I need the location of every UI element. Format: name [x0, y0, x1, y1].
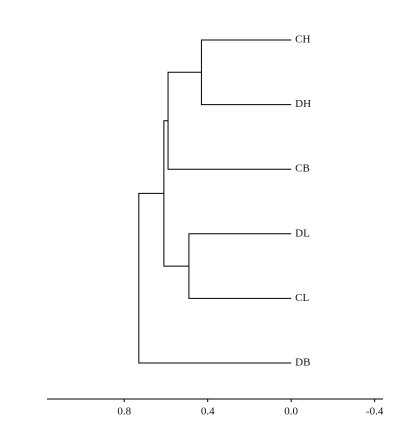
leaf-label: CB — [295, 163, 310, 175]
dendrogram-link — [188, 233, 292, 299]
leaf-label: CH — [295, 34, 310, 46]
leaf-label: CL — [295, 292, 309, 304]
x-tick-label: 0.0 — [284, 406, 298, 418]
x-tick-label: 0.8 — [117, 406, 131, 418]
leaf-label: DH — [295, 98, 311, 110]
leaf-label: DL — [295, 227, 310, 239]
x-tick-label: -0.4 — [366, 406, 384, 418]
leaf-label: DB — [295, 357, 310, 369]
dendrogram-link — [163, 120, 189, 267]
dendrogram-link — [167, 71, 292, 170]
dendrogram-link — [138, 192, 292, 364]
x-tick-label: 0.4 — [201, 406, 215, 418]
dendrogram-link — [200, 39, 292, 106]
